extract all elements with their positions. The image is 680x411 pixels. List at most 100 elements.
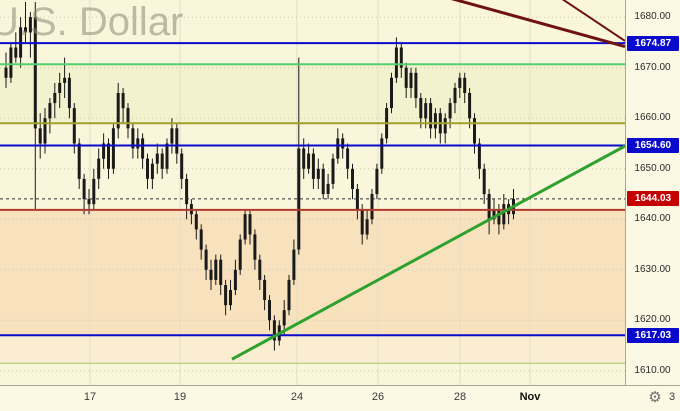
time-tick-label: 24: [290, 391, 304, 403]
candle[interactable]: [67, 72, 71, 119]
candle[interactable]: [165, 138, 169, 174]
candle[interactable]: [390, 72, 393, 114]
price-tick-label: 1670.00: [634, 61, 671, 73]
candle[interactable]: [351, 163, 354, 200]
candle[interactable]: [268, 295, 271, 331]
price-tick-label: 1680.00: [634, 11, 671, 23]
candle[interactable]: [48, 98, 52, 134]
candle[interactable]: [253, 229, 257, 270]
time-tick-label: Nov: [519, 391, 541, 403]
candle[interactable]: [28, 12, 32, 58]
candle[interactable]: [346, 143, 350, 179]
candle[interactable]: [204, 244, 208, 280]
candle[interactable]: [375, 163, 379, 200]
candle[interactable]: [463, 72, 467, 104]
candle[interactable]: [4, 52, 8, 88]
candle[interactable]: [209, 259, 213, 290]
candle[interactable]: [14, 32, 18, 63]
candle[interactable]: [229, 279, 232, 311]
candle[interactable]: [97, 148, 101, 190]
candle[interactable]: [233, 259, 237, 296]
candle[interactable]: [468, 87, 472, 129]
candle[interactable]: [414, 67, 418, 109]
candle[interactable]: [185, 173, 189, 220]
candle[interactable]: [146, 153, 149, 189]
candle[interactable]: [248, 209, 252, 245]
candle[interactable]: [355, 183, 359, 220]
candle[interactable]: [9, 42, 13, 83]
candle[interactable]: [180, 148, 184, 190]
candle[interactable]: [194, 209, 198, 240]
candle[interactable]: [92, 168, 96, 210]
candle[interactable]: [126, 103, 130, 139]
candle[interactable]: [102, 133, 106, 169]
candle[interactable]: [311, 148, 315, 190]
candle[interactable]: [238, 234, 242, 275]
candle[interactable]: [82, 173, 86, 215]
candle[interactable]: [24, 2, 27, 43]
candle[interactable]: [287, 274, 291, 316]
settings-gear-icon[interactable]: ⚙: [648, 389, 662, 406]
candle[interactable]: [272, 315, 276, 351]
trendline[interactable]: [556, 0, 625, 42]
candle[interactable]: [155, 143, 159, 174]
candle[interactable]: [136, 128, 140, 159]
background-band: [0, 363, 625, 385]
candle[interactable]: [150, 158, 154, 189]
price-axis[interactable]: 1680.00 1670.00 1660.00 1650.00 1640.00 1630.…: [625, 0, 680, 385]
candle[interactable]: [331, 153, 335, 189]
candle[interactable]: [292, 239, 296, 286]
candle[interactable]: [243, 209, 247, 245]
price-level-badge: 1674.87: [627, 35, 679, 51]
candle[interactable]: [487, 189, 491, 235]
candle[interactable]: [326, 173, 330, 200]
candle[interactable]: [394, 37, 398, 83]
candle[interactable]: [492, 199, 496, 225]
candle[interactable]: [224, 279, 228, 316]
candle[interactable]: [473, 113, 476, 154]
candle[interactable]: [458, 72, 462, 98]
candle[interactable]: [316, 158, 320, 189]
candle[interactable]: [199, 224, 203, 260]
candle[interactable]: [404, 62, 408, 98]
candle[interactable]: [297, 57, 301, 255]
candle[interactable]: [482, 163, 486, 205]
candle[interactable]: [214, 254, 218, 285]
candle[interactable]: [175, 123, 179, 164]
time-axis[interactable]: 17 19 24 26 28 Nov 3: [0, 385, 680, 411]
candle[interactable]: [219, 254, 223, 296]
candle[interactable]: [141, 133, 145, 169]
candle[interactable]: [453, 82, 457, 114]
candle[interactable]: [321, 163, 325, 200]
candle[interactable]: [380, 133, 384, 174]
candle[interactable]: [443, 113, 447, 144]
candle[interactable]: [38, 113, 42, 159]
price-tick-label: 1660.00: [634, 112, 671, 124]
candle[interactable]: [370, 189, 374, 225]
candle[interactable]: [53, 82, 57, 119]
candle[interactable]: [33, 2, 37, 210]
price-level-badge: 1644.03: [627, 191, 679, 207]
candle[interactable]: [429, 98, 433, 139]
candle[interactable]: [111, 123, 115, 174]
candle[interactable]: [58, 72, 62, 109]
candle[interactable]: [365, 209, 369, 240]
candle[interactable]: [77, 138, 81, 189]
candle[interactable]: [409, 67, 413, 98]
candle[interactable]: [131, 123, 135, 159]
candle[interactable]: [307, 143, 311, 174]
price-level-badge: 1617.03: [627, 327, 679, 343]
background-band: [0, 335, 625, 364]
trendline[interactable]: [231, 144, 625, 361]
candle[interactable]: [121, 87, 125, 124]
candle[interactable]: [399, 42, 403, 78]
candle[interactable]: [116, 82, 120, 139]
trendline[interactable]: [438, 0, 625, 48]
candle[interactable]: [263, 274, 267, 311]
candle[interactable]: [258, 254, 262, 290]
background-band: [0, 0, 625, 65]
time-tick-label: 19: [173, 391, 187, 403]
candle[interactable]: [160, 148, 164, 179]
candlestick-chart-canvas[interactable]: [0, 0, 625, 385]
